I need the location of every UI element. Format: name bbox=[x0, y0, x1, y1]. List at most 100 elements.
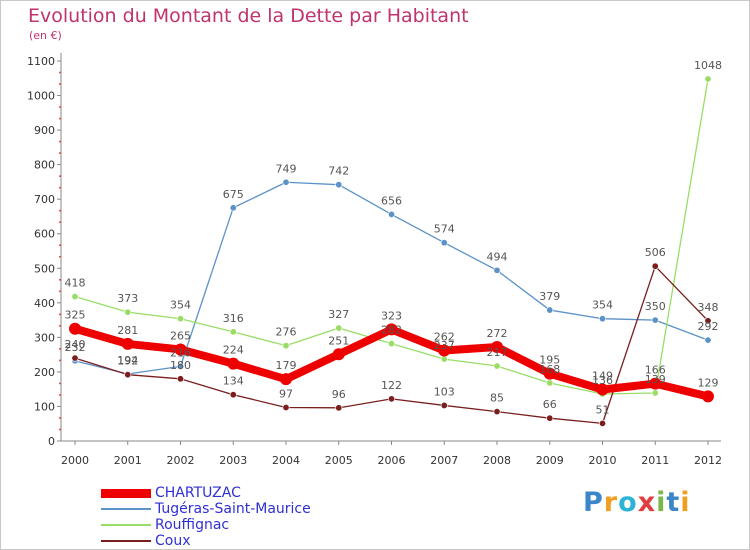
y-minor-tick bbox=[59, 186, 61, 189]
logo-letter: i bbox=[680, 487, 691, 518]
data-point bbox=[174, 343, 187, 356]
data-point bbox=[440, 401, 448, 409]
data-point bbox=[335, 404, 343, 412]
data-point bbox=[387, 340, 395, 348]
y-tick-label: 100 bbox=[34, 400, 55, 413]
x-tick-label: 2007 bbox=[430, 454, 458, 467]
x-tick-label: 2008 bbox=[483, 454, 511, 467]
data-label: 216 bbox=[170, 346, 191, 359]
y-minor-tick bbox=[59, 255, 61, 258]
y-minor-tick bbox=[59, 290, 61, 293]
y-minor-tick bbox=[59, 83, 61, 85]
data-label: 217 bbox=[487, 346, 508, 359]
legend-swatch-rouffignac bbox=[101, 524, 151, 526]
data-label: 323 bbox=[381, 309, 402, 322]
y-tick-label: 800 bbox=[34, 159, 55, 172]
proxiti-logo: Proxiti bbox=[583, 487, 691, 518]
legend-swatch-chartuzac bbox=[101, 489, 151, 498]
y-minor-tick bbox=[59, 313, 61, 316]
y-minor-tick bbox=[59, 117, 61, 120]
data-point bbox=[282, 403, 290, 411]
data-label: 237 bbox=[434, 339, 455, 352]
data-point bbox=[280, 373, 292, 386]
data-label: 350 bbox=[645, 300, 666, 313]
data-label: 251 bbox=[328, 334, 349, 347]
data-point bbox=[651, 316, 659, 324]
data-label: 354 bbox=[170, 299, 191, 312]
data-label: 282 bbox=[381, 324, 402, 337]
data-label: 1048 bbox=[694, 59, 722, 72]
data-label: 316 bbox=[223, 312, 244, 325]
data-label: 224 bbox=[223, 344, 244, 357]
data-label: 506 bbox=[645, 246, 666, 259]
data-point bbox=[651, 389, 659, 397]
y-minor-tick bbox=[59, 106, 61, 108]
data-point bbox=[649, 377, 662, 390]
data-label: 354 bbox=[592, 299, 613, 312]
data-label: 129 bbox=[698, 376, 719, 389]
y-minor-tick bbox=[59, 348, 61, 350]
legend-label: CHARTUZAC bbox=[155, 485, 241, 501]
data-point bbox=[177, 362, 185, 370]
data-label: 265 bbox=[170, 329, 191, 342]
data-point bbox=[282, 342, 290, 350]
data-label: 675 bbox=[223, 188, 244, 201]
data-label: 192 bbox=[117, 355, 138, 368]
x-tick-label: 2006 bbox=[378, 454, 406, 467]
data-label: 179 bbox=[276, 359, 297, 372]
y-minor-tick bbox=[59, 394, 61, 396]
data-point bbox=[177, 315, 185, 323]
data-label: 232 bbox=[65, 341, 86, 354]
data-point bbox=[282, 178, 290, 186]
y-tick-label: 1000 bbox=[27, 90, 55, 103]
data-point bbox=[335, 181, 343, 189]
data-point bbox=[704, 336, 712, 344]
data-point bbox=[69, 322, 81, 335]
y-minor-tick bbox=[59, 221, 61, 224]
x-tick-label: 2004 bbox=[272, 454, 300, 467]
y-tick-label: 900 bbox=[34, 124, 55, 137]
data-label: 749 bbox=[276, 162, 297, 175]
data-point bbox=[387, 395, 395, 403]
y-tick-label: 200 bbox=[34, 366, 55, 379]
y-minor-tick bbox=[59, 71, 61, 74]
logo-letter: o bbox=[618, 487, 638, 518]
data-label: 195 bbox=[539, 354, 560, 367]
data-point bbox=[124, 371, 132, 379]
y-minor-tick bbox=[59, 152, 61, 154]
data-label: 327 bbox=[328, 308, 349, 321]
data-label: 149 bbox=[592, 370, 613, 383]
y-minor-tick bbox=[59, 359, 61, 362]
y-minor-tick bbox=[59, 382, 61, 385]
data-label: 656 bbox=[381, 194, 402, 207]
data-label: 103 bbox=[434, 385, 455, 398]
data-point bbox=[177, 375, 185, 383]
y-minor-tick bbox=[59, 175, 61, 177]
data-label: 51 bbox=[596, 403, 610, 416]
data-point bbox=[229, 328, 237, 336]
data-label: 180 bbox=[170, 359, 191, 372]
data-point bbox=[702, 390, 714, 403]
y-tick-label: 500 bbox=[34, 262, 55, 275]
data-point bbox=[598, 315, 606, 323]
data-point bbox=[546, 306, 554, 314]
data-point bbox=[335, 324, 343, 332]
data-point bbox=[71, 354, 79, 362]
data-point bbox=[385, 323, 398, 336]
data-point bbox=[438, 344, 451, 357]
data-label: 66 bbox=[543, 398, 557, 411]
data-label: 373 bbox=[117, 292, 138, 305]
data-label: 574 bbox=[434, 223, 455, 236]
y-minor-tick bbox=[59, 428, 61, 431]
data-point bbox=[596, 383, 609, 396]
x-tick-label: 2001 bbox=[114, 454, 142, 467]
chart-title: Evolution du Montant de la Dette par Hab… bbox=[28, 5, 469, 27]
y-tick-label: 700 bbox=[34, 193, 55, 206]
data-point bbox=[543, 367, 556, 380]
x-tick-label: 2002 bbox=[167, 454, 195, 467]
logo-letter: t bbox=[666, 487, 681, 518]
data-point bbox=[440, 239, 448, 247]
data-label: 136 bbox=[592, 374, 613, 387]
